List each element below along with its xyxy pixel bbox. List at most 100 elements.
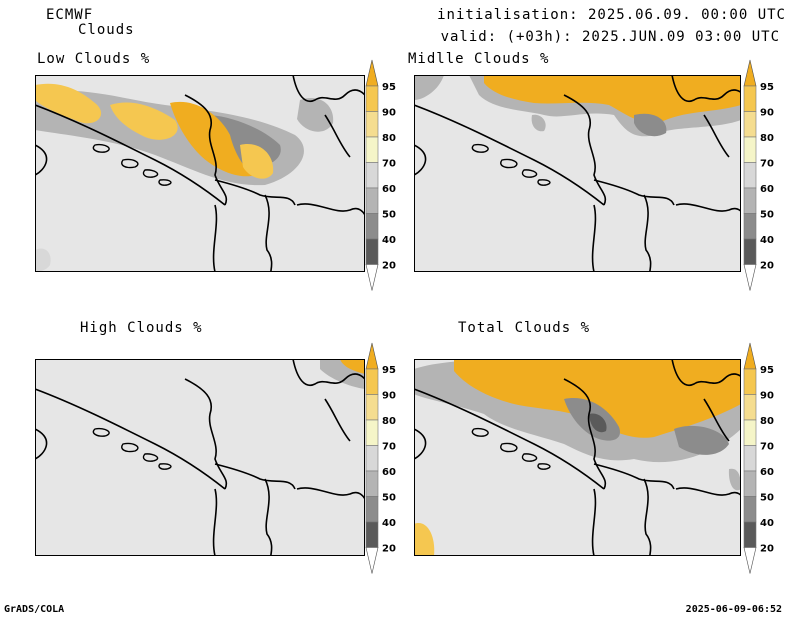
colorbar-min-arrow <box>743 264 757 291</box>
colorbar-box <box>743 470 757 497</box>
colorbar-box <box>365 162 379 189</box>
colorbar-tick-label: 70 <box>760 159 774 170</box>
colorbar-tick-label: 20 <box>760 261 774 272</box>
colorbar-total: 95 90 80 70 60 50 40 20 <box>743 342 774 574</box>
valid-time: valid: (+03h): 2025.JUN.09 03:00 UTC <box>440 29 780 45</box>
border-line <box>296 203 365 216</box>
footer-software: GrADS/COLA <box>4 604 65 615</box>
border-line <box>214 179 296 206</box>
island-outline <box>142 169 159 178</box>
island-outline <box>521 453 538 462</box>
colorbar-box <box>743 85 757 112</box>
island-outline <box>142 453 159 462</box>
panel-title-middle: Midlle Clouds % <box>408 51 550 67</box>
colorbar-tick-label: 90 <box>382 391 396 402</box>
colorbar-box <box>743 238 757 265</box>
border-line <box>675 203 741 213</box>
colorbar-box <box>743 521 757 548</box>
colorbar-tick-label: 95 <box>760 365 774 376</box>
cloud-area <box>484 75 741 124</box>
island-outline <box>92 143 110 153</box>
colorbar-tick-label: 40 <box>382 518 396 529</box>
map-frame <box>35 75 365 272</box>
colorbar-tick-label: 95 <box>382 365 396 376</box>
border-line <box>593 179 675 206</box>
border-line <box>414 428 427 460</box>
colorbar-tick-label: 70 <box>382 442 396 453</box>
colorbar-max-arrow <box>743 59 757 87</box>
colorbar-tick-label: 50 <box>760 210 774 221</box>
colorbar-tick-label: 70 <box>382 159 396 170</box>
cloud-area <box>170 101 255 177</box>
island-outline <box>500 442 518 453</box>
colorbar-box <box>743 162 757 189</box>
colorbar-box <box>365 368 379 395</box>
country-borders <box>35 359 365 556</box>
colorbar-box <box>365 85 379 112</box>
border-line <box>563 378 607 490</box>
colorbar-box <box>743 136 757 163</box>
colorbar-min-arrow <box>365 547 379 574</box>
border-line <box>35 104 226 206</box>
cloud-area <box>634 113 667 137</box>
border-line <box>591 204 597 272</box>
cloud-area <box>110 102 178 140</box>
island-outline <box>521 169 538 178</box>
colorbar-box <box>365 470 379 497</box>
island-outline <box>537 179 551 186</box>
cloud-area <box>728 468 741 491</box>
border-line <box>593 463 675 490</box>
colorbar-max-arrow <box>743 342 757 370</box>
colorbar-box <box>365 394 379 421</box>
colorbar-tick-label: 20 <box>760 544 774 555</box>
colorbar-high: 95 90 80 70 60 50 40 20 <box>365 342 396 574</box>
island-outline <box>500 158 518 169</box>
colorbar-box <box>743 394 757 421</box>
cloud-area <box>35 83 102 124</box>
colorbar-box <box>365 213 379 240</box>
border-line <box>292 75 365 102</box>
colorbar-tick-label: 80 <box>760 133 774 144</box>
map-frame <box>414 359 741 556</box>
country-borders <box>35 75 365 272</box>
cloud-area <box>589 413 607 433</box>
border-line <box>703 114 730 158</box>
cloud-area <box>35 248 51 272</box>
coastal-islands <box>92 427 172 470</box>
colorbar-tick-label: 90 <box>382 108 396 119</box>
colorbar-tick-label: 20 <box>382 544 396 555</box>
border-line <box>35 144 48 176</box>
panel-title-total: Total Clouds % <box>458 320 591 336</box>
map-total-clouds <box>414 359 741 556</box>
map-frame <box>35 359 365 556</box>
border-line <box>184 94 228 206</box>
colorbar-tick-label: 90 <box>760 391 774 402</box>
colorbar-tick-label: 50 <box>760 493 774 504</box>
border-line <box>643 478 652 556</box>
colorbar-tick-label: 80 <box>760 416 774 427</box>
map-middle-clouds <box>414 75 741 272</box>
border-line <box>296 487 365 500</box>
border-line <box>414 104 605 206</box>
island-outline <box>471 143 489 153</box>
colorbar-box <box>365 419 379 446</box>
colorbar-tick-label: 90 <box>760 108 774 119</box>
island-outline <box>92 427 110 437</box>
border-line <box>671 359 741 386</box>
colorbar-box <box>743 445 757 472</box>
colorbar-tick-label: 60 <box>382 467 396 478</box>
colorbar-box <box>365 496 379 523</box>
colorbar-box <box>743 187 757 214</box>
cloud-area <box>674 425 729 455</box>
island-outline <box>537 463 551 470</box>
colorbar-tick-label: 50 <box>382 493 396 504</box>
island-outline <box>471 427 489 437</box>
map-frame <box>414 75 741 272</box>
colorbar-max-arrow <box>365 342 379 370</box>
colorbar-box <box>365 521 379 548</box>
colorbar-tick-label: 80 <box>382 416 396 427</box>
island-outline <box>158 179 172 186</box>
colorbar-box <box>743 213 757 240</box>
colorbar-box <box>743 419 757 446</box>
model-label: ECMWF <box>46 7 94 23</box>
